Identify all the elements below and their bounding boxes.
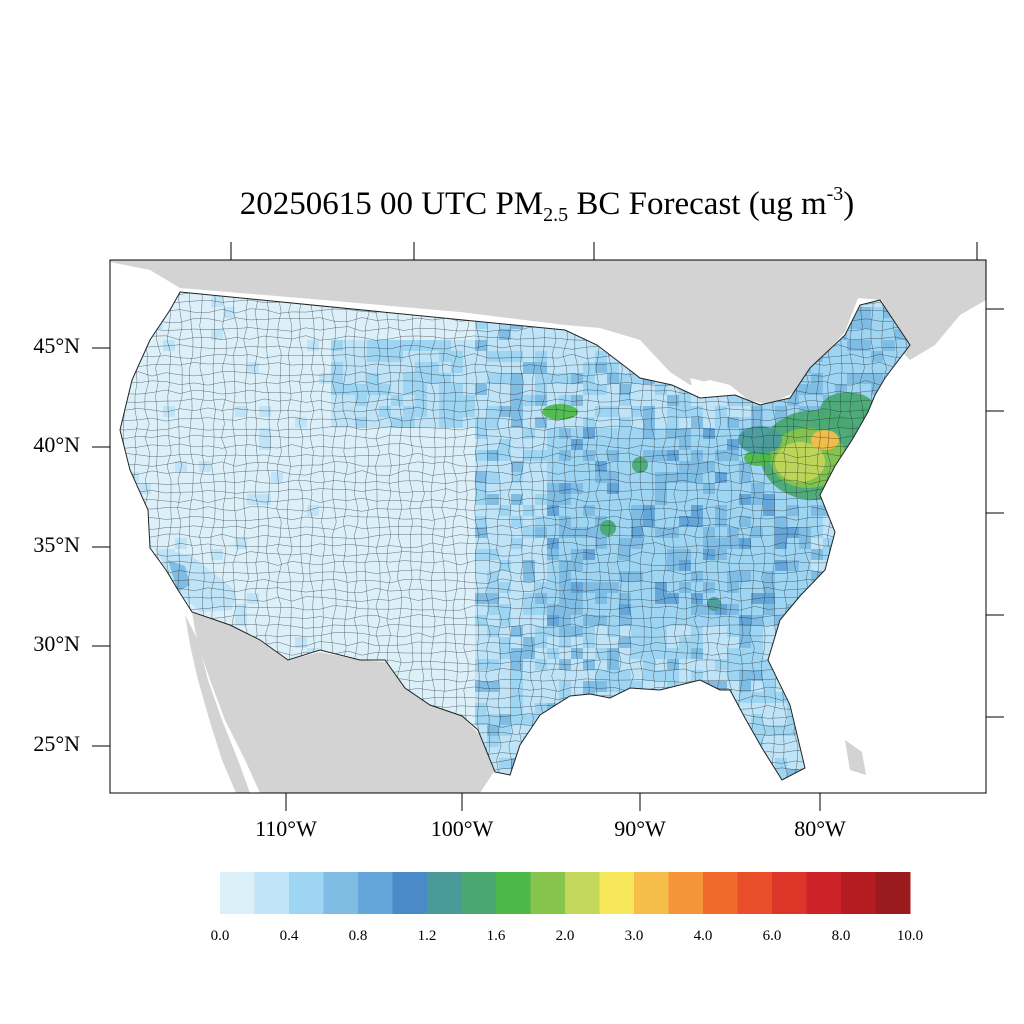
colorbar-swatch	[806, 872, 842, 914]
canada-land	[110, 260, 986, 405]
colorbar-swatch	[427, 872, 462, 914]
colorbar-swatch	[323, 872, 359, 914]
lat-label-30n: 30°N	[33, 631, 80, 656]
colorbar-label: 2.0	[555, 928, 575, 944]
map-frame	[109, 259, 987, 794]
colorbar-swatch	[634, 872, 669, 914]
colorbar-swatch	[530, 872, 566, 914]
colorbar-swatch	[461, 872, 497, 914]
title-subscript: 2.5	[543, 204, 569, 226]
colorbar-label: 1.6	[486, 928, 506, 944]
colorbar	[220, 872, 911, 914]
colorbar-swatch	[841, 872, 876, 914]
colorbar-label: 0.8	[348, 928, 368, 944]
colorbar-swatch	[875, 872, 911, 914]
colorbar-swatch	[358, 872, 393, 914]
title-prefix: 20250615 00 UTC PM	[239, 186, 544, 222]
colorbar-label: 6.0	[762, 928, 782, 944]
colorbar-label: 0.0	[210, 928, 230, 944]
lat-label-45n: 45°N	[33, 333, 80, 358]
mexico-land	[192, 612, 495, 793]
colorbar-label: 1.2	[417, 928, 437, 944]
colorbar-swatch	[220, 872, 255, 914]
colorbar-label: 0.4	[279, 928, 299, 944]
colorbar-swatch	[565, 872, 600, 914]
map-title: 20250615 00 UTC PM2.5 BC Forecast (ug m-…	[0, 183, 1024, 226]
colorbar-swatch	[737, 872, 773, 914]
colorbar-swatch	[254, 872, 290, 914]
lon-label-90w: 90°W	[614, 816, 666, 841]
lon-label-110w: 110°W	[255, 816, 317, 841]
lon-label-80w: 80°W	[794, 816, 846, 841]
lat-label-40n: 40°N	[33, 432, 80, 457]
colorbar-swatch	[772, 872, 807, 914]
lat-label-25n: 25°N	[33, 731, 80, 756]
colorbar-swatch	[289, 872, 324, 914]
colorbar-swatch	[496, 872, 531, 914]
lat-label-35n: 35°N	[33, 532, 80, 557]
axis-ticks	[92, 242, 1004, 811]
colorbar-swatch	[668, 872, 704, 914]
colorbar-label: 4.0	[693, 928, 713, 944]
colorbar-swatch	[599, 872, 635, 914]
colorbar-label: 10.0	[896, 928, 924, 944]
title-middle: BC Forecast (ug m	[568, 186, 827, 222]
colorbar-label: 3.0	[624, 928, 644, 944]
colorbar-swatch	[703, 872, 738, 914]
cuba-bahamas	[845, 740, 866, 775]
colorbar-label: 8.0	[831, 928, 851, 944]
title-suffix: )	[843, 186, 855, 222]
baja-peninsula	[185, 615, 250, 793]
lon-label-100w: 100°W	[430, 816, 494, 841]
colorbar-swatch	[392, 872, 428, 914]
title-superscript: -3	[826, 183, 844, 205]
